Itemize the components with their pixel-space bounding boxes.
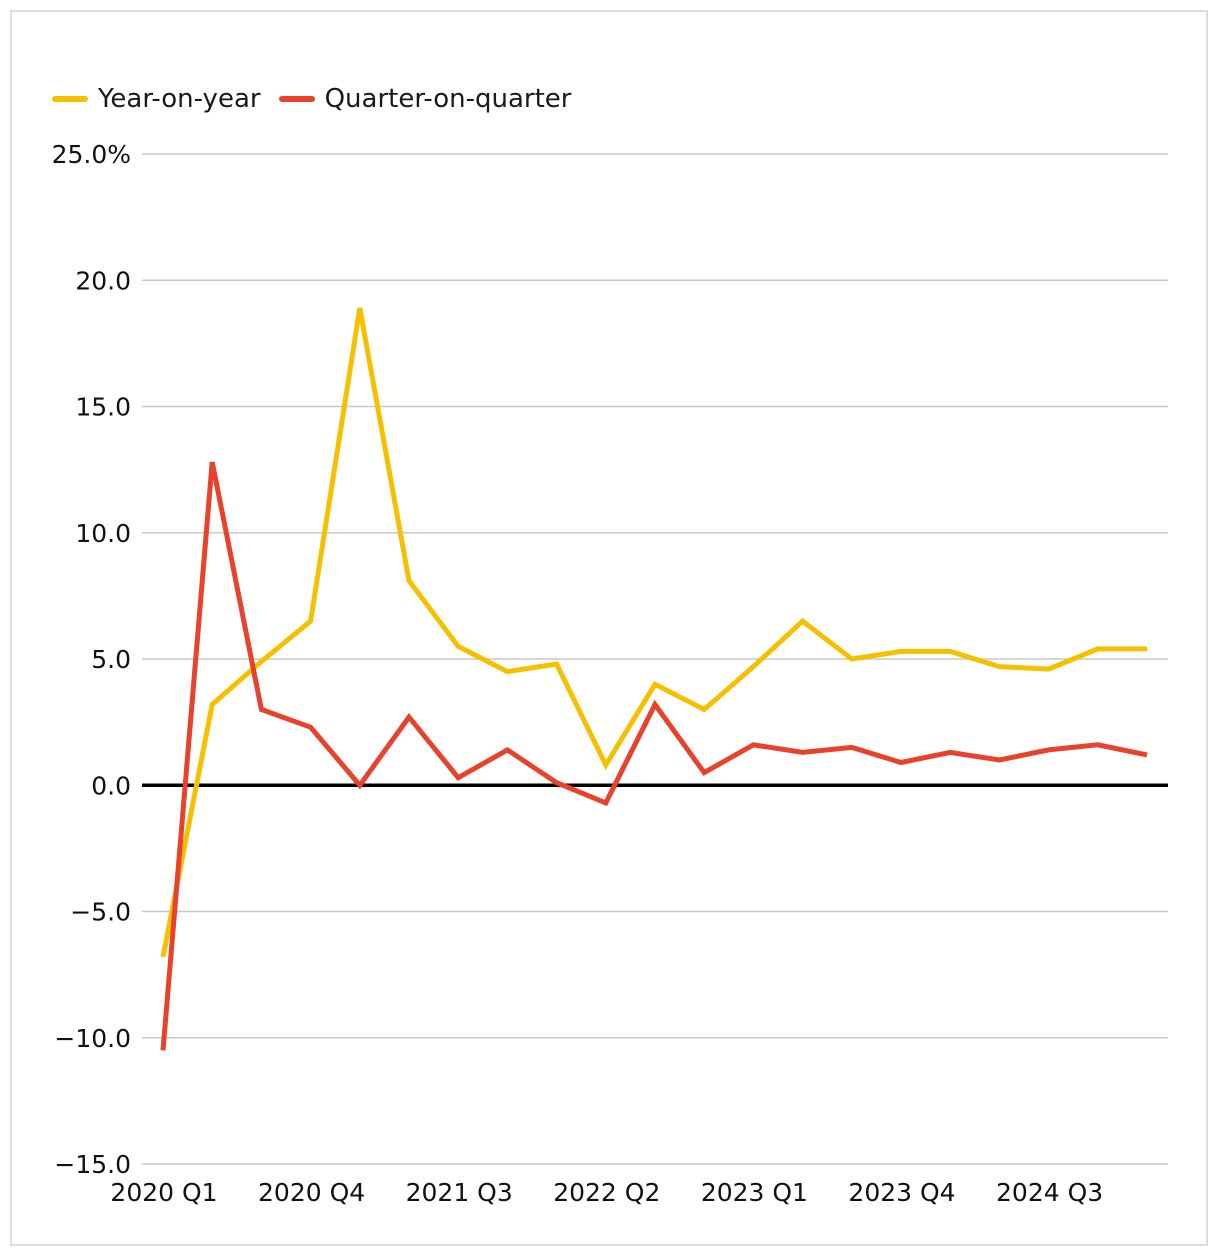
- legend-item-quarter-on-quarter: Quarter-on-quarter: [278, 84, 572, 114]
- y-tick-label: −5.0: [70, 898, 131, 927]
- y-tick-label: 25.0%: [52, 140, 131, 169]
- x-tick-label: 2024 Q3: [996, 1178, 1103, 1207]
- legend-item-year-on-year: Year-on-year: [52, 84, 261, 114]
- x-tick-label: 2020 Q1: [110, 1178, 217, 1207]
- y-tick-label: 20.0: [75, 266, 131, 295]
- x-tick-label: 2023 Q4: [848, 1178, 955, 1207]
- x-tick-label: 2022 Q2: [553, 1178, 660, 1207]
- y-tick-label: 15.0: [75, 393, 131, 422]
- chart-frame: [10, 10, 1208, 1246]
- x-tick-label: 2021 Q3: [406, 1178, 513, 1207]
- y-tick-label: 0.0: [91, 771, 131, 800]
- x-tick-label: 2023 Q1: [701, 1178, 808, 1207]
- y-tick-label: −15.0: [54, 1150, 131, 1179]
- y-tick-label: 10.0: [75, 519, 131, 548]
- y-tick-label: −10.0: [54, 1024, 131, 1053]
- y-tick-label: 5.0: [91, 645, 131, 674]
- legend-label-year-on-year: Year-on-year: [98, 84, 261, 114]
- series-line-quarter-on-quarter: [160, 461, 1148, 1051]
- legend-swatch-quarter-on-quarter: [278, 96, 315, 102]
- series-line-year-on-year: [160, 307, 1147, 958]
- legend-swatch-year-on-year: [52, 96, 88, 102]
- x-tick-label: 2020 Q4: [258, 1178, 365, 1207]
- legend: Year-on-year Quarter-on-quarter: [52, 80, 589, 118]
- legend-label-quarter-on-quarter: Quarter-on-quarter: [324, 84, 572, 114]
